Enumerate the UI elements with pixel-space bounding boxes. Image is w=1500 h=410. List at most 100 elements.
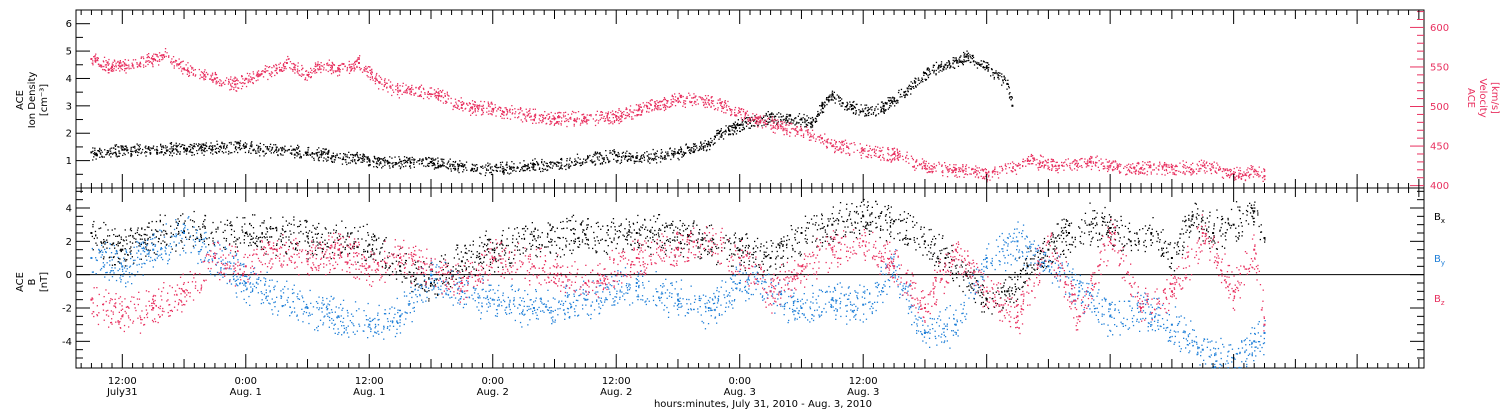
data-point [567,165,570,167]
data-point [814,121,817,123]
data-point [756,119,758,122]
data-point [740,123,742,125]
data-point [782,127,784,130]
data-point [510,168,512,170]
data-point [1168,166,1171,168]
data-point [104,69,106,71]
data-point [788,118,790,120]
data-point [1069,164,1071,167]
data-point [774,132,776,134]
data-point [972,54,974,57]
data-point [151,57,153,59]
data-point [624,154,627,157]
data-point [230,88,232,90]
data-point [1119,171,1121,174]
data-point [237,151,239,154]
data-point [780,120,782,122]
data-point [368,158,370,160]
data-point [907,91,909,93]
data-point [509,168,511,170]
data-point [487,162,489,164]
data-point [1246,169,1248,171]
data-point [425,157,427,159]
data-point [669,148,671,150]
data-point [350,154,352,156]
data-point [547,165,549,167]
data-point [1140,167,1142,170]
data-point [903,91,906,94]
data-point [1065,241,1067,243]
data-point [172,56,175,58]
data-point [856,103,858,105]
data-point [122,154,124,156]
data-point [985,66,988,69]
data-point [724,133,726,135]
data-point [1030,153,1033,156]
data-point [114,144,116,146]
data-point [952,171,954,173]
data-point [352,63,355,65]
data-point [804,118,806,120]
data-point [626,112,628,114]
data-point [1074,164,1076,166]
data-point [594,152,596,154]
data-point [370,72,372,74]
data-point [970,57,972,59]
data-point [840,105,842,107]
data-point [887,99,890,102]
data-point [734,106,737,109]
data-point [719,98,721,100]
data-point [942,171,944,174]
data-point [294,149,296,152]
data-point [325,148,327,150]
data-point [537,163,539,165]
data-point [294,72,296,74]
data-point [170,61,172,64]
data-point [104,64,107,66]
data-point [457,100,460,102]
data-point [286,150,288,152]
data-point [223,147,225,149]
data-point [777,124,779,127]
data-point [115,153,117,155]
data-point [137,144,139,146]
data-point [428,93,430,96]
data-point [486,169,488,171]
data-point [889,102,891,105]
data-point [816,120,818,122]
data-point [476,104,478,106]
data-point [716,102,719,104]
data-point [1057,172,1059,174]
data-point [774,115,776,117]
data-point [642,102,644,104]
data-point [1149,166,1151,168]
data-point [753,120,755,122]
data-point [639,114,642,116]
data-point [130,152,132,155]
data-point [347,162,350,164]
data-point [405,165,407,167]
data-point [180,70,183,72]
data-point [742,123,744,125]
data-point [671,154,673,156]
data-point [865,114,868,116]
data-point [438,166,440,168]
data-point [868,154,870,156]
data-point [892,101,894,103]
data-point [1012,167,1014,169]
data-point [140,56,143,58]
data-point [1015,164,1017,166]
data-point [800,232,803,234]
data-point [722,132,724,134]
data-point [725,112,727,114]
data-point [937,66,939,69]
data-point [366,161,368,163]
data-point [924,167,927,169]
data-point [767,111,769,113]
data-point [894,105,896,107]
data-point [713,138,715,140]
data-point [462,103,465,105]
density-tick-label: 1 [66,156,72,167]
density-tick-label: 2 [66,129,72,140]
data-point [777,121,779,123]
